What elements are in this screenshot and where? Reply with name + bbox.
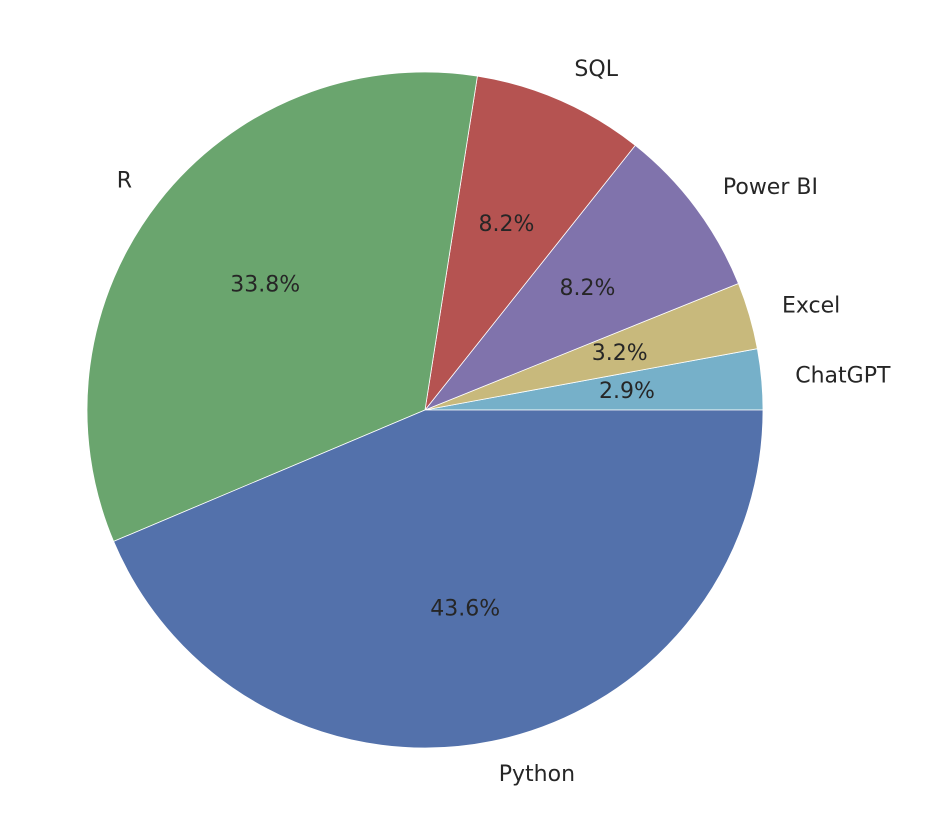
category-label-excel: Excel [782, 294, 840, 319]
category-label-power-bi: Power BI [723, 175, 818, 200]
category-label-chatgpt: ChatGPT [795, 364, 891, 389]
percent-label-excel: 3.2% [592, 341, 648, 366]
pie-slices [86, 71, 764, 749]
percent-label-sql: 8.2% [479, 212, 535, 237]
percent-label-chatgpt: 2.9% [599, 379, 655, 404]
percent-label-power-bi: 8.2% [560, 276, 616, 301]
percent-label-r: 33.8% [230, 273, 300, 298]
category-label-sql: SQL [574, 57, 618, 82]
slice-sql [424, 75, 636, 412]
category-label-python: Python [499, 762, 575, 787]
category-labels: ChatGPT Excel Power BI SQL R Python [117, 57, 891, 787]
slice-python [113, 409, 764, 749]
slice-power-bi [423, 144, 739, 411]
percent-label-python: 43.6% [430, 596, 500, 621]
slice-r [86, 71, 478, 542]
percent-labels: 2.9% 3.2% 8.2% 8.2% 33.8% 43.6% [230, 212, 655, 621]
category-label-r: R [117, 169, 132, 194]
